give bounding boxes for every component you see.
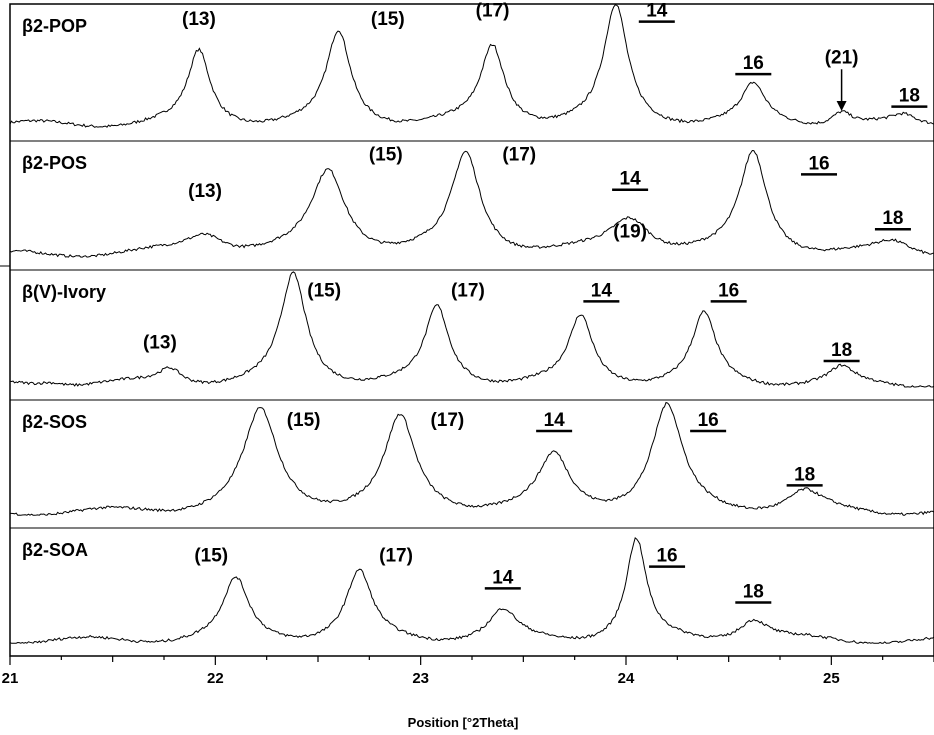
peak-label: (15) (307, 280, 341, 301)
panel: β2-POP (13) (15) (17) 14 16 (21) 18 (9, 1, 934, 128)
peak-label: 14 (591, 280, 613, 301)
peak-label: 14 (646, 1, 668, 22)
peak-label: 16 (743, 53, 764, 74)
panel: β2-SOS (15) (17) 14 16 18 (10, 401, 934, 516)
peak-arrow-head (836, 100, 847, 111)
peak-label: (17) (451, 280, 485, 301)
panel-name: β2-SOS (22, 412, 87, 432)
peak-label: (15) (194, 546, 228, 567)
diffraction-trace (9, 4, 934, 128)
peak-label: (21) (825, 47, 859, 68)
diffraction-trace (9, 271, 934, 388)
peak-label: (15) (287, 410, 321, 431)
peak-label: (13) (188, 181, 222, 202)
peak-label: (19) (613, 221, 647, 242)
peak-label: (17) (476, 1, 510, 22)
peak-label: 14 (544, 410, 566, 431)
panel: β2-SOA (15) (17) 14 16 18 (9, 537, 934, 644)
plot-frame (9, 3, 934, 657)
x-tick-label: 24 (618, 670, 635, 687)
panel: β(V)-Ivory (13) (15) (17) 14 16 18 (9, 271, 934, 388)
panel-name: β2-SOA (22, 540, 88, 560)
peak-label: 18 (743, 582, 764, 603)
peak-label: 16 (808, 153, 829, 174)
peak-label: 16 (718, 280, 739, 301)
x-tick-label: 21 (2, 670, 19, 687)
diffraction-trace (9, 149, 934, 258)
peak-label: 16 (698, 410, 719, 431)
peak-label: 18 (831, 340, 852, 361)
peak-label: 18 (882, 208, 903, 229)
peak-label: 16 (656, 546, 677, 567)
peak-label: 14 (492, 567, 514, 588)
x-axis-title: Position [°2Theta] (408, 715, 519, 730)
x-tick-label: 25 (823, 670, 840, 687)
peak-label: (15) (371, 9, 405, 30)
peak-label: (13) (182, 9, 216, 30)
panel: β2-POS (13) (15) (17) 14 (19) 16 18 (9, 145, 934, 258)
peak-label: (15) (369, 145, 403, 166)
plot-area: β2-POP (13) (15) (17) 14 16 (21) 18 β2-POS (13) (1… (0, 1, 934, 687)
peak-label: (17) (430, 410, 464, 431)
peak-label: (13) (143, 332, 177, 353)
diffraction-trace (10, 401, 934, 516)
panel-name: β(V)-Ivory (22, 282, 106, 302)
x-tick-label: 22 (207, 670, 224, 687)
panel-name: β2-POS (22, 153, 87, 173)
panel-name: β2-POP (22, 16, 87, 36)
peak-label: (17) (379, 546, 413, 567)
peak-label: 14 (620, 169, 642, 190)
x-tick-label: 23 (412, 670, 429, 687)
peak-label: (17) (502, 145, 536, 166)
peak-label: 18 (899, 86, 920, 107)
peak-label: 18 (794, 464, 815, 485)
diffraction-trace (9, 537, 934, 644)
